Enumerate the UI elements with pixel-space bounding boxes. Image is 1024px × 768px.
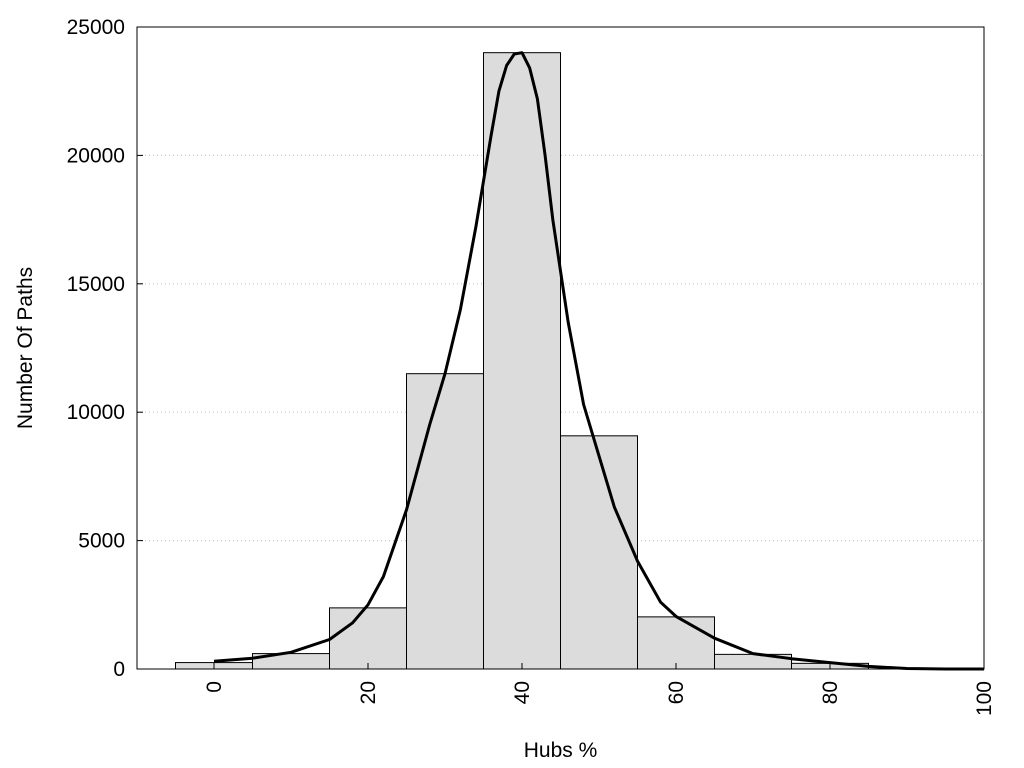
histogram-bar [560,435,638,670]
x-tick-label: 80 [819,681,842,704]
y-tick-label: 10000 [67,401,125,424]
histogram-bar [406,373,484,670]
plot-frame [136,26,985,670]
x-tick-label: 100 [973,681,996,716]
histogram-bar [637,616,715,670]
x-axis-label: Hubs % [524,739,598,762]
x-tick-label: 20 [357,681,380,704]
x-tick-label: 60 [665,681,688,704]
histogram-bar [483,52,561,670]
y-tick-label: 5000 [78,530,125,553]
histogram-bar [329,607,407,670]
y-tick-label: 15000 [67,273,125,296]
y-tick-label: 0 [113,658,125,681]
x-tick-label: 0 [203,681,226,693]
y-tick-label: 20000 [67,144,125,167]
x-tick-label: 40 [511,681,534,704]
x-axis-ticks: 0 20 40 60 80 100 [203,663,996,716]
y-tick-label: 25000 [67,16,125,39]
histogram-bars [175,52,869,670]
y-axis-ticks: 0 5000 10000 15000 20000 25000 [67,16,143,681]
y-axis-label: Number Of Paths [14,267,37,429]
density-curve [213,51,984,671]
